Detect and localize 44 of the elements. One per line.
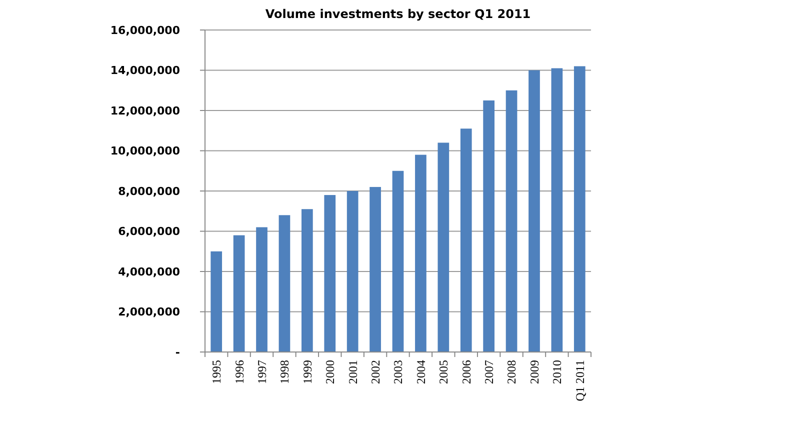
x-tick-label: 1995 <box>210 360 224 384</box>
bar <box>528 70 540 352</box>
bar <box>574 66 586 352</box>
bar <box>551 68 563 352</box>
bar <box>460 128 472 352</box>
bar <box>506 90 518 352</box>
x-tick-label: 2000 <box>323 360 338 384</box>
x-tick-label: 2007 <box>482 360 496 384</box>
x-tick-label: 1997 <box>254 360 269 384</box>
x-tick-label: 2002 <box>368 360 382 384</box>
y-tick-label: 2,000,000 <box>118 306 180 319</box>
x-tick-label: 2009 <box>527 360 542 384</box>
bar <box>438 142 450 352</box>
x-tick-label: 2010 <box>550 360 564 384</box>
x-tick-label: 1996 <box>232 360 246 384</box>
bar <box>278 215 290 352</box>
bar <box>370 186 381 352</box>
x-tick-label: 2006 <box>459 360 474 384</box>
bar <box>210 251 222 352</box>
x-tick-label: 1998 <box>278 360 292 384</box>
chart-title: Volume investments by sector Q1 2011 <box>265 7 531 21</box>
bar <box>302 209 313 352</box>
bar <box>392 170 404 352</box>
x-tick-label: 2004 <box>414 360 428 384</box>
y-tick-label: 14,000,000 <box>110 64 180 78</box>
bar <box>256 227 268 352</box>
bar <box>483 100 494 352</box>
y-tick-label: 10,000,000 <box>110 144 180 158</box>
x-tick-label: 2008 <box>504 360 519 384</box>
bar <box>415 154 426 352</box>
y-tick-label: 4,000,000 <box>118 265 180 278</box>
y-tick-label: - <box>175 346 180 359</box>
x-tick-label: 1999 <box>300 360 314 384</box>
x-tick-label: 2001 <box>346 360 360 384</box>
y-tick-label: 16,000,000 <box>110 24 180 37</box>
x-tick-label: 2005 <box>436 360 451 384</box>
y-tick-label: 12,000,000 <box>110 104 180 118</box>
x-tick-label: 2003 <box>391 360 406 384</box>
bar <box>233 235 245 352</box>
bar <box>346 191 358 352</box>
y-tick-label: 6,000,000 <box>118 225 180 238</box>
bar <box>324 195 336 352</box>
x-tick-label: Q1 2011 <box>572 360 587 402</box>
y-tick-label: 8,000,000 <box>118 184 180 198</box>
